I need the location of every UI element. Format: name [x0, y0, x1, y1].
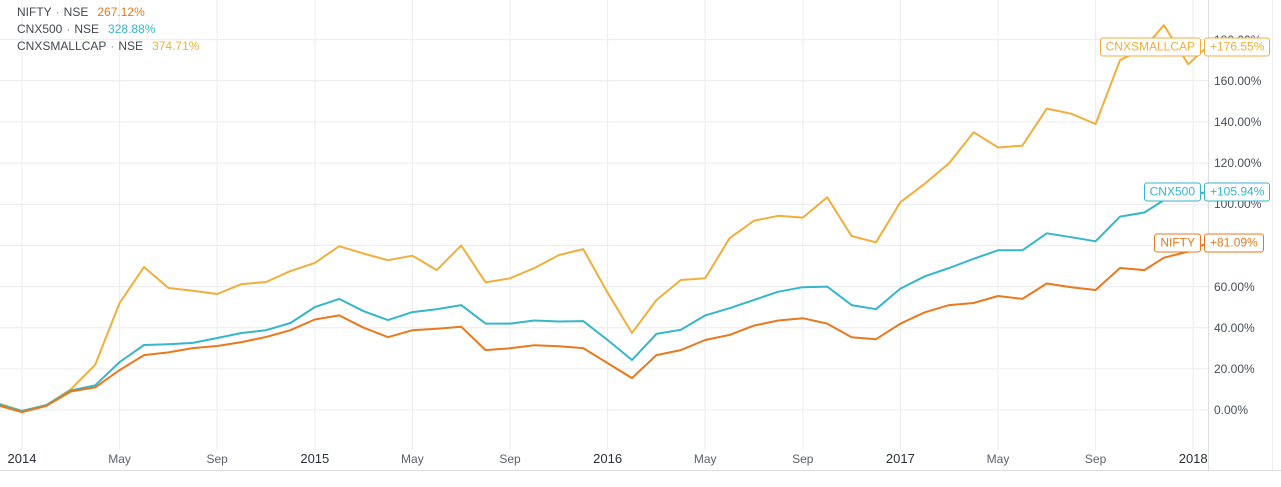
- last-change-badge-cnxsmallcap[interactable]: +176.55%: [1204, 37, 1271, 57]
- legend-separator: ·: [110, 39, 115, 53]
- x-tick-label-2017: 2017: [885, 451, 915, 466]
- y-tick-label: 140.00%: [1214, 114, 1262, 129]
- legend-item-cnxsmallcap[interactable]: CNXSMALLCAP · NSE 374.71%: [17, 38, 199, 55]
- legend-change-value: 374.71%: [152, 39, 200, 53]
- legend-series-name: NIFTY: [17, 5, 52, 19]
- last-price-badges: CNXSMALLCAP +176.55% CNX500 +105.94% NIFTY +8…: [1099, 37, 1271, 253]
- legend-exchange: NSE: [63, 5, 89, 19]
- legend-series-name: CNXSMALLCAP: [17, 39, 107, 53]
- series-tag-badge-cnx500[interactable]: CNX500: [1143, 182, 1201, 202]
- legend-exchange: NSE: [74, 22, 100, 36]
- legend: NIFTY · NSE 267.12% CNX500 · NSE 328.88% CNXSMAL…: [17, 4, 199, 55]
- legend-item-cnx500[interactable]: CNX500 · NSE 328.88%: [17, 21, 199, 38]
- x-tick-label-2015: 2015: [300, 451, 330, 466]
- x-tick-label-2016: 2016: [593, 451, 623, 466]
- legend-exchange: NSE: [118, 39, 144, 53]
- legend-change-value: 328.88%: [108, 22, 156, 36]
- y-tick-label: 0.00%: [1214, 403, 1249, 417]
- series-line-cnxsmallcap[interactable]: [0, 24, 1209, 412]
- x-tick-label-sep: Sep: [792, 452, 814, 466]
- y-tick-label: 40.00%: [1214, 320, 1255, 335]
- y-tick-label: 120.00%: [1214, 156, 1262, 171]
- legend-series-name: CNX500: [17, 22, 63, 36]
- x-tick-label-sep: Sep: [499, 452, 521, 466]
- price-axis[interactable]: 180.00%160.00%140.00%120.00%100.00%80.00…: [1208, 0, 1281, 470]
- x-tick-label-sep: Sep: [206, 452, 228, 466]
- legend-change-value: 267.12%: [97, 5, 145, 19]
- x-tick-label-sep: Sep: [1084, 452, 1107, 466]
- series-line-cnx500[interactable]: [0, 191, 1209, 412]
- x-tick-label-may: May: [986, 452, 1010, 466]
- y-tick-label: 20.00%: [1214, 361, 1255, 376]
- legend-separator: ·: [55, 5, 60, 19]
- series-tag-badge-cnxsmallcap[interactable]: CNXSMALLCAP: [1099, 37, 1201, 57]
- x-tick-label-may: May: [693, 452, 717, 466]
- last-change-badge-cnx500[interactable]: +105.94%: [1204, 182, 1271, 202]
- legend-item-nifty[interactable]: NIFTY · NSE 267.12%: [17, 4, 199, 21]
- series-tag-badge-nifty[interactable]: NIFTY: [1154, 233, 1201, 253]
- last-change-badge-nifty[interactable]: +81.09%: [1204, 233, 1264, 253]
- x-tick-label-may: May: [401, 452, 424, 466]
- x-tick-label-2014: 2014: [7, 451, 37, 466]
- x-tick-label-may: May: [108, 452, 131, 466]
- y-tick-label: 160.00%: [1214, 73, 1262, 88]
- y-tick-label: 60.00%: [1214, 279, 1255, 294]
- series-line-nifty[interactable]: [0, 242, 1209, 414]
- x-tick-label-2018: 2018: [1178, 451, 1208, 466]
- legend-separator: ·: [66, 22, 71, 36]
- time-axis[interactable]: 2014 May Sep 2015 May Sep 2016 May Sep 2017 May Sep…: [0, 448, 1208, 470]
